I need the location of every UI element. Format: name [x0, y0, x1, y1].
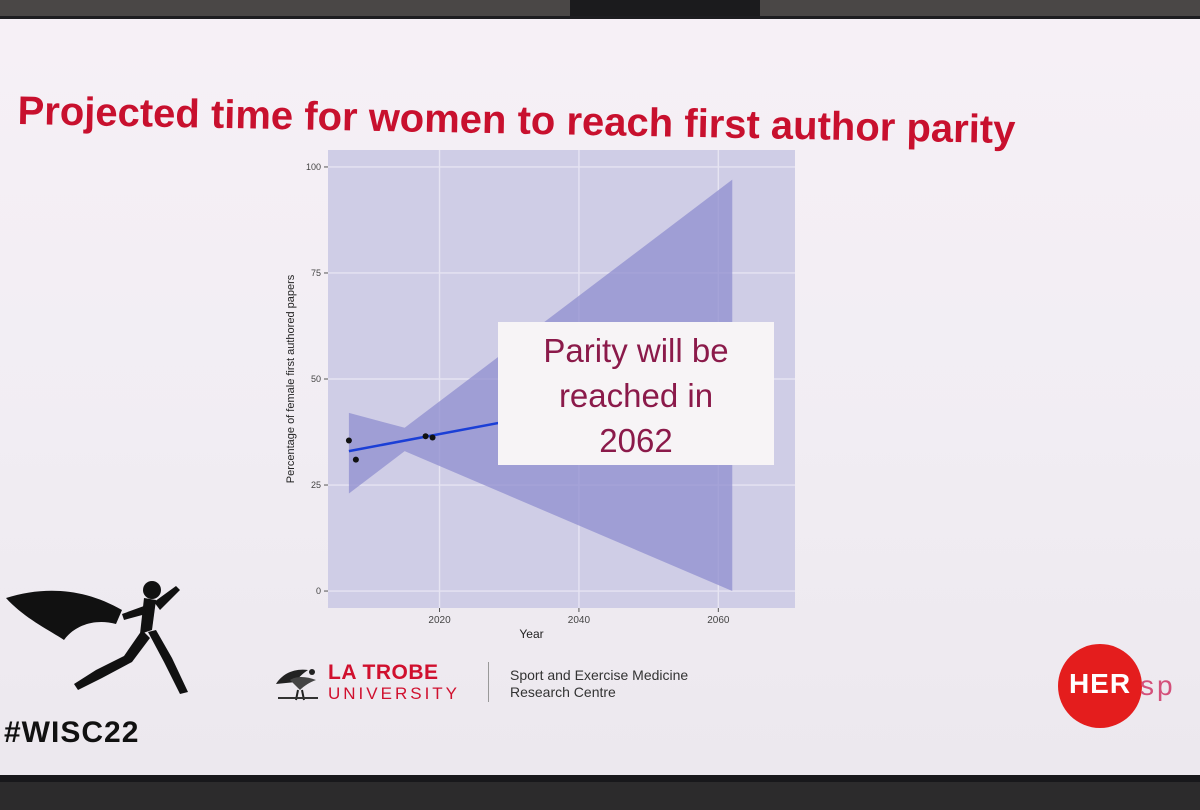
- callout-line-3: 2062: [599, 422, 673, 459]
- x-tick-label: 2020: [428, 615, 451, 626]
- y-tick-label: 75: [311, 268, 321, 278]
- research-centre-name: Sport and Exercise Medicine Research Cen…: [510, 667, 688, 701]
- data-point: [429, 434, 436, 441]
- y-tick-label: 50: [311, 374, 321, 384]
- y-axis-label: Percentage of female first authored pape…: [285, 274, 297, 483]
- y-tick-label: 100: [306, 162, 321, 172]
- hersport-logo-text: sp: [1140, 670, 1176, 701]
- data-point: [352, 456, 359, 463]
- superhero-runner-icon: [6, 581, 188, 694]
- slide-title: Projected time for women to reach first …: [17, 89, 1016, 153]
- y-tick-label: 25: [311, 480, 321, 490]
- y-tick-label: 0: [316, 586, 321, 596]
- university-name: LA TROBE: [328, 661, 439, 684]
- x-tick-label: 2040: [568, 615, 591, 626]
- x-axis-label: Year: [519, 627, 543, 640]
- centre-line-1: Sport and Exercise Medicine: [510, 667, 689, 683]
- data-point: [422, 433, 429, 440]
- parity-callout: Parity will be reached in 2062: [498, 322, 774, 465]
- latrobe-bird-logo-icon: [276, 669, 318, 701]
- university-subtitle: UNIVERSITY: [328, 684, 461, 703]
- callout-line-1: Parity will be: [543, 332, 729, 369]
- data-point: [345, 437, 352, 444]
- conference-hashtag: #WISC22: [4, 716, 140, 749]
- callout-line-2: reached in: [558, 377, 714, 414]
- logo-divider: [488, 662, 489, 702]
- hersport-logo-her: HER: [1068, 668, 1132, 699]
- x-tick-label: 2060: [707, 615, 730, 626]
- centre-line-2: Research Centre: [510, 684, 616, 700]
- hersport-logo-circle: [1058, 644, 1142, 728]
- monitor-bezel-bottom: [0, 782, 1200, 810]
